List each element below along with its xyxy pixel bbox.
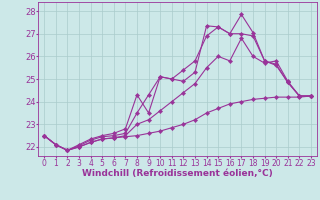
X-axis label: Windchill (Refroidissement éolien,°C): Windchill (Refroidissement éolien,°C) (82, 169, 273, 178)
